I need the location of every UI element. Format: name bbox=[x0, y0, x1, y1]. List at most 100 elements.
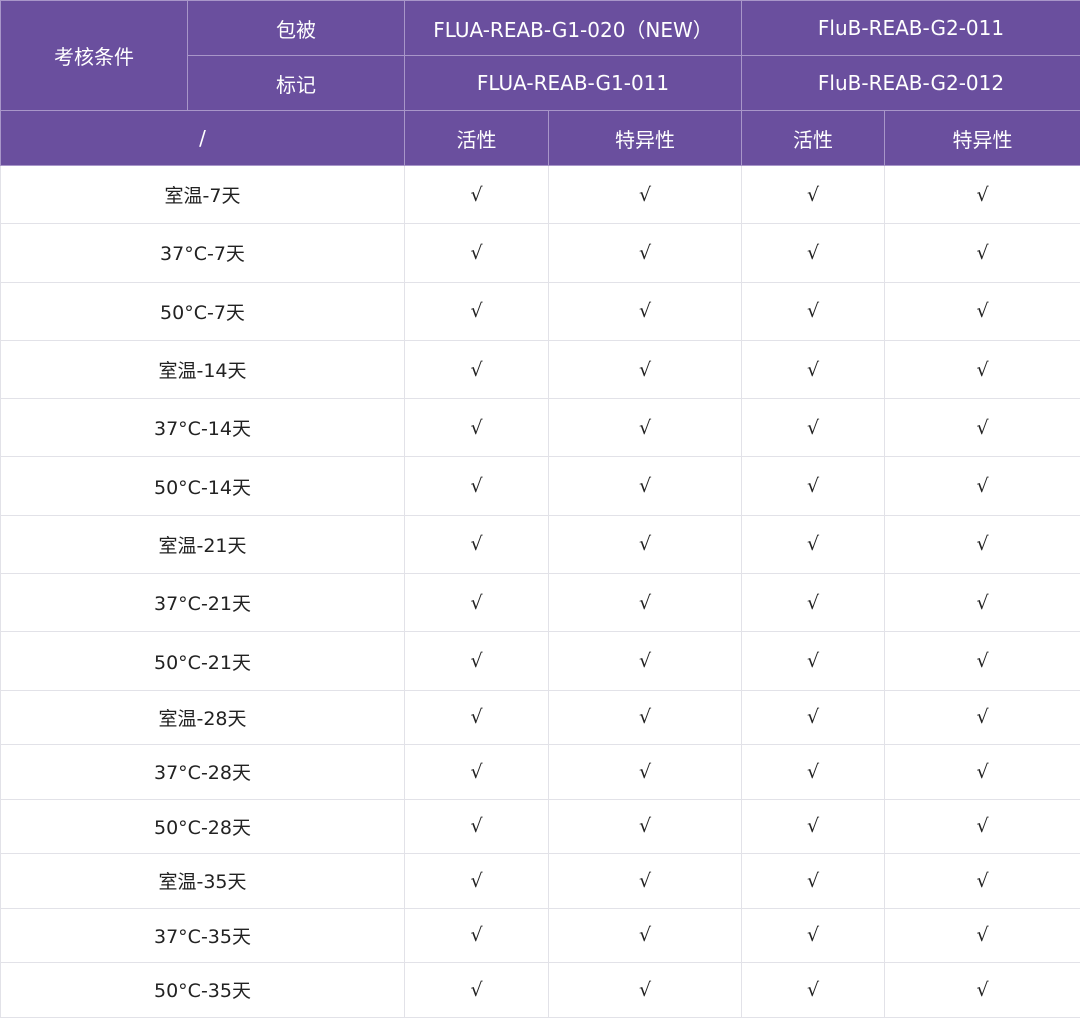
table-row: 37°C-35天 √ √ √ √ bbox=[0, 907, 1080, 964]
check-cell: √ bbox=[741, 164, 885, 225]
header-flua-specificity: 特异性 bbox=[548, 110, 742, 166]
check-cell: √ bbox=[883, 281, 1080, 341]
table-row: 室温-14天 √ √ √ √ bbox=[0, 339, 1080, 400]
check-cell: √ bbox=[404, 907, 549, 964]
check-cell: √ bbox=[741, 962, 885, 1018]
check-cell: √ bbox=[404, 339, 549, 400]
condition-cell: 室温-35天 bbox=[0, 853, 405, 909]
check-cell: √ bbox=[883, 631, 1080, 691]
check-cell: √ bbox=[741, 798, 885, 855]
check-cell: √ bbox=[404, 798, 549, 855]
check-cell: √ bbox=[548, 339, 742, 400]
check-cell: √ bbox=[883, 798, 1080, 855]
check-cell: √ bbox=[404, 744, 549, 800]
condition-cell: 室温-21天 bbox=[0, 514, 405, 575]
condition-cell: 50°C-35天 bbox=[0, 962, 405, 1018]
check-cell: √ bbox=[548, 798, 742, 855]
header-slash: / bbox=[0, 110, 405, 166]
check-cell: √ bbox=[548, 962, 742, 1018]
header-condition: 考核条件 bbox=[0, 0, 188, 111]
check-cell: √ bbox=[741, 456, 885, 516]
check-cell: √ bbox=[404, 631, 549, 691]
table-row: 37°C-7天 √ √ √ √ bbox=[0, 223, 1080, 283]
header-flua-label: FLUA-REAB-G1-011 bbox=[404, 55, 742, 111]
check-cell: √ bbox=[404, 164, 549, 225]
header-flua-activity: 活性 bbox=[404, 110, 549, 166]
check-cell: √ bbox=[548, 223, 742, 283]
condition-cell: 50°C-21天 bbox=[0, 631, 405, 691]
check-cell: √ bbox=[741, 514, 885, 575]
check-cell: √ bbox=[548, 164, 742, 225]
header-flub-activity: 活性 bbox=[741, 110, 885, 166]
header-label: 标记 bbox=[187, 55, 405, 111]
check-cell: √ bbox=[548, 456, 742, 516]
table-row: 50°C-35天 √ √ √ √ bbox=[0, 962, 1080, 1018]
check-cell: √ bbox=[404, 456, 549, 516]
header-coating: 包被 bbox=[187, 0, 405, 56]
check-cell: √ bbox=[548, 744, 742, 800]
check-cell: √ bbox=[404, 853, 549, 909]
check-cell: √ bbox=[741, 398, 885, 458]
condition-cell: 50°C-7天 bbox=[0, 281, 405, 341]
condition-cell: 室温-7天 bbox=[0, 164, 405, 225]
table-row: 50°C-14天 √ √ √ √ bbox=[0, 456, 1080, 516]
table-row: 室温-28天 √ √ √ √ bbox=[0, 689, 1080, 746]
check-cell: √ bbox=[741, 744, 885, 800]
check-cell: √ bbox=[741, 631, 885, 691]
check-cell: √ bbox=[741, 853, 885, 909]
check-cell: √ bbox=[548, 689, 742, 746]
condition-cell: 37°C-7天 bbox=[0, 223, 405, 283]
check-cell: √ bbox=[883, 223, 1080, 283]
condition-cell: 室温-14天 bbox=[0, 339, 405, 400]
check-cell: √ bbox=[548, 398, 742, 458]
check-cell: √ bbox=[548, 631, 742, 691]
table-row: 37°C-21天 √ √ √ √ bbox=[0, 573, 1080, 633]
table-row: 50°C-28天 √ √ √ √ bbox=[0, 798, 1080, 855]
condition-cell: 37°C-21天 bbox=[0, 573, 405, 633]
check-cell: √ bbox=[883, 398, 1080, 458]
check-cell: √ bbox=[404, 962, 549, 1018]
condition-cell: 50°C-14天 bbox=[0, 456, 405, 516]
header-flub-coating: FluB-REAB-G2-011 bbox=[740, 0, 1080, 56]
check-cell: √ bbox=[404, 689, 549, 746]
table-row: 37°C-14天 √ √ √ √ bbox=[0, 398, 1080, 458]
check-cell: √ bbox=[404, 573, 549, 633]
check-cell: √ bbox=[741, 223, 885, 283]
check-cell: √ bbox=[883, 573, 1080, 633]
check-cell: √ bbox=[883, 456, 1080, 516]
check-cell: √ bbox=[883, 962, 1080, 1018]
table-row: 室温-35天 √ √ √ √ bbox=[0, 853, 1080, 909]
check-cell: √ bbox=[883, 907, 1080, 964]
header-flub-specificity: 特异性 bbox=[883, 110, 1080, 166]
check-cell: √ bbox=[883, 164, 1080, 225]
table-row: 50°C-21天 √ √ √ √ bbox=[0, 631, 1080, 691]
table-row: 37°C-28天 √ √ √ √ bbox=[0, 744, 1080, 800]
header-flua-coating: FLUA-REAB-G1-020（NEW） bbox=[404, 0, 742, 56]
condition-cell: 37°C-28天 bbox=[0, 744, 405, 800]
check-cell: √ bbox=[404, 223, 549, 283]
check-cell: √ bbox=[548, 281, 742, 341]
check-cell: √ bbox=[883, 744, 1080, 800]
check-cell: √ bbox=[883, 689, 1080, 746]
check-cell: √ bbox=[741, 573, 885, 633]
check-cell: √ bbox=[883, 514, 1080, 575]
check-cell: √ bbox=[404, 514, 549, 575]
check-cell: √ bbox=[741, 689, 885, 746]
check-cell: √ bbox=[883, 339, 1080, 400]
check-cell: √ bbox=[404, 281, 549, 341]
table-row: 室温-7天 √ √ √ √ bbox=[0, 164, 1080, 225]
condition-cell: 37°C-35天 bbox=[0, 907, 405, 964]
check-cell: √ bbox=[404, 398, 549, 458]
check-cell: √ bbox=[741, 907, 885, 964]
check-cell: √ bbox=[548, 573, 742, 633]
check-cell: √ bbox=[548, 853, 742, 909]
condition-cell: 37°C-14天 bbox=[0, 398, 405, 458]
check-cell: √ bbox=[741, 281, 885, 341]
table-row: 室温-21天 √ √ √ √ bbox=[0, 514, 1080, 575]
condition-cell: 50°C-28天 bbox=[0, 798, 405, 855]
table-row: 50°C-7天 √ √ √ √ bbox=[0, 281, 1080, 341]
condition-cell: 室温-28天 bbox=[0, 689, 405, 746]
check-cell: √ bbox=[548, 907, 742, 964]
check-cell: √ bbox=[883, 853, 1080, 909]
